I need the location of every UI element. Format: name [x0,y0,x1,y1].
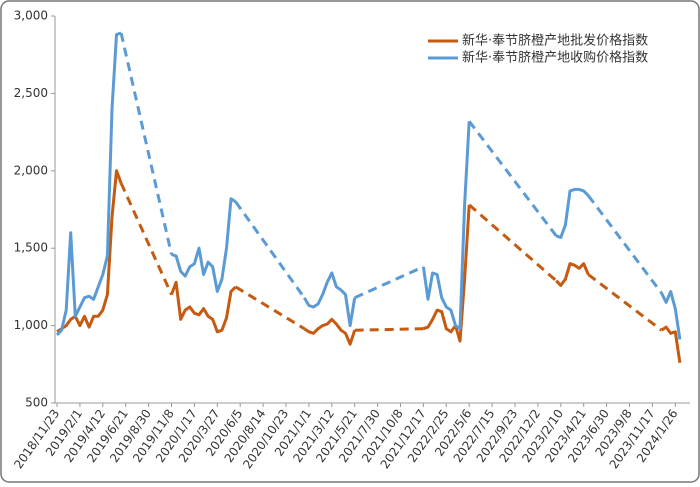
legend-label: 新华·奉节脐橙产地批发价格指数 [462,33,648,49]
series-line [55,31,122,336]
series-line [660,290,682,340]
gap-connector [354,327,424,332]
gap-connector [234,200,306,299]
series-line [303,271,357,328]
series-line [555,262,590,287]
gap-connector [119,32,173,255]
y-tick-label: 2,000 [14,163,48,177]
series-line [56,169,123,334]
series-line [171,197,237,293]
series-line [421,121,471,331]
series-line [303,317,357,346]
series-line [660,325,682,364]
gap-connector [468,120,558,237]
gap-connector [234,285,306,330]
series-line [555,187,590,239]
gap-connector [354,265,425,300]
y-tick-label: 1,000 [14,318,48,332]
gap-connector [587,273,663,332]
gap-connector [587,194,663,294]
y-tick-label: 500 [25,396,48,410]
y-tick-label: 1,500 [14,241,48,255]
y-tick-label: 3,000 [14,9,48,23]
gap-connector [119,182,173,296]
y-tick-label: 2,500 [14,86,48,100]
gap-connector [468,203,558,282]
series-line [170,280,237,334]
legend-label: 新华·奉节脐橙产地收购价格指数 [462,50,648,66]
